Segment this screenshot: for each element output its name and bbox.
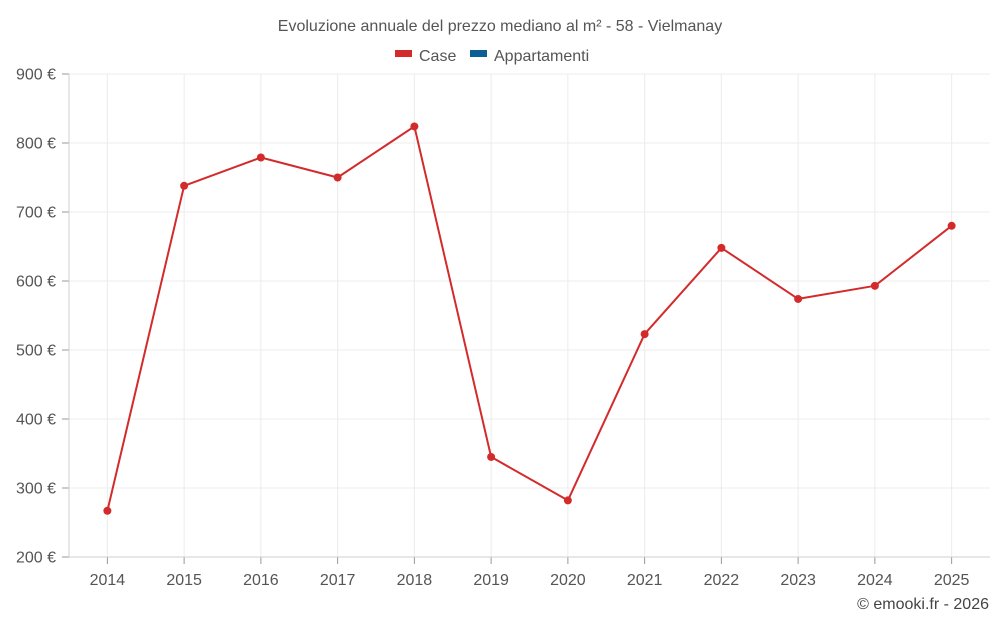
legend-label-appartamenti[interactable]: Appartamenti <box>494 48 589 65</box>
y-tick-label: 800 € <box>16 136 56 153</box>
x-tick-label: 2023 <box>780 572 816 589</box>
axes: 200 € 300 € 400 € 500 € 600 € 700 € 800 € 900 €… <box>16 67 990 589</box>
x-tick-label: 2019 <box>473 572 509 589</box>
y-tick-label: 200 € <box>16 550 56 567</box>
legend: Case Appartamenti <box>395 48 589 65</box>
series-line-0 <box>106 125 953 512</box>
chart-title: Evoluzione annuale del prezzo mediano al… <box>278 18 722 35</box>
legend-swatch-case[interactable] <box>395 50 412 57</box>
data-point[interactable] <box>333 173 342 182</box>
x-tick-label: 2024 <box>857 572 893 589</box>
x-tick-label: 2017 <box>320 572 356 589</box>
y-tick-label: 900 € <box>16 67 56 84</box>
grid <box>69 73 990 557</box>
series-plot <box>103 122 956 515</box>
x-tick-label: 2015 <box>166 572 202 589</box>
y-tick-label: 500 € <box>16 343 56 360</box>
data-point[interactable] <box>717 243 726 252</box>
data-point[interactable] <box>487 452 496 461</box>
y-tick-label: 700 € <box>16 205 56 222</box>
data-point[interactable] <box>256 153 265 162</box>
x-tick-label: 2014 <box>90 572 126 589</box>
legend-swatch-appartamenti[interactable] <box>470 50 487 57</box>
credit-text: © emooki.fr - 2026 <box>857 596 989 613</box>
data-point[interactable] <box>180 181 189 190</box>
data-point[interactable] <box>794 294 803 303</box>
data-point[interactable] <box>640 330 649 339</box>
legend-label-case[interactable]: Case <box>419 48 456 65</box>
y-tick-label: 300 € <box>16 481 56 498</box>
y-tick-label: 400 € <box>16 412 56 429</box>
x-tick-label: 2020 <box>550 572 586 589</box>
x-tick-label: 2018 <box>397 572 433 589</box>
data-point[interactable] <box>947 221 956 230</box>
x-tick-label: 2022 <box>704 572 740 589</box>
x-tick-label: 2016 <box>243 572 279 589</box>
data-point[interactable] <box>563 496 572 505</box>
data-point[interactable] <box>870 281 879 290</box>
x-tick-label: 2025 <box>934 572 970 589</box>
data-point[interactable] <box>410 122 419 131</box>
data-point[interactable] <box>103 506 112 515</box>
x-tick-label: 2021 <box>627 572 663 589</box>
y-tick-label: 600 € <box>16 274 56 291</box>
